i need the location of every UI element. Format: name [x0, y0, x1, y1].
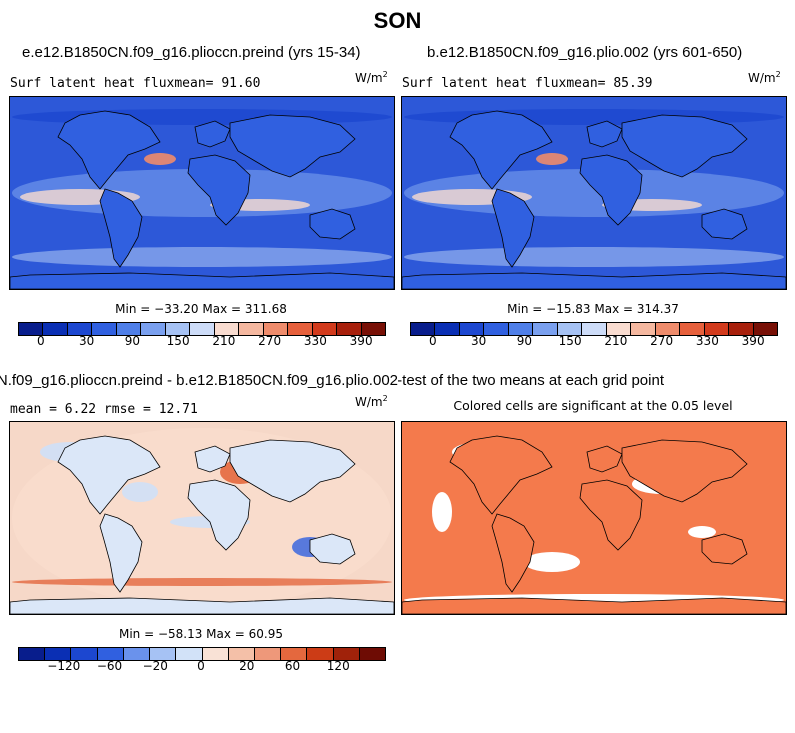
- panel-2-minmax: Min = −15.83 Max = 314.37: [507, 302, 679, 316]
- colorbar-box: [239, 323, 264, 335]
- panel-3-stat-line: mean = 6.22 rmse = 12.71: [10, 402, 198, 417]
- colorbar-box: [288, 323, 313, 335]
- panel-3-title: e.e12.B1850CN.f09_g16.plioccn.preind - b…: [0, 372, 398, 389]
- colorbar-tick-label: 150: [166, 334, 190, 348]
- colorbar-box: [435, 323, 460, 335]
- colorbar-box: [631, 323, 656, 335]
- panel-2-colorbar: [410, 322, 778, 336]
- colorbar-tick-label: 390: [741, 334, 765, 348]
- panel-2-stat-line: Surf latent heat fluxmean= 85.39: [402, 76, 653, 91]
- colorbar-box: [337, 323, 362, 335]
- colorbar-box: [214, 323, 240, 335]
- panel-3-minmax: Min = −58.13 Max = 60.95: [118, 627, 284, 641]
- colorbar-tick-label: 0: [197, 659, 205, 673]
- colorbar-box: [254, 648, 282, 660]
- colorbar-box: [92, 323, 117, 335]
- colorbar-box: [263, 323, 289, 335]
- panel-2-title: b.e12.B1850CN.f09_g16.plio.002 (yrs 601-…: [427, 44, 743, 61]
- colorbar-tick-label: −120: [47, 659, 81, 673]
- colorbar-box: [459, 323, 485, 335]
- colorbar-tick-label: 0: [37, 334, 45, 348]
- colorbar-box: [333, 648, 360, 660]
- panel-3-units: W/m2: [355, 394, 388, 409]
- colorbar-box: [97, 648, 124, 660]
- colorbar-box: [19, 323, 44, 335]
- colorbar-box: [190, 323, 215, 335]
- colorbar-box: [680, 323, 705, 335]
- colorbar-box: [67, 323, 93, 335]
- colorbar-box: [359, 648, 386, 660]
- colorbar-box: [704, 323, 730, 335]
- colorbar-box: [165, 323, 191, 335]
- panel-3-title-clip: e.e12.B1850CN.f09_g16.plioccn.preind - b…: [0, 370, 398, 390]
- panel-4-title: t-test of the two means at each grid poi…: [398, 372, 664, 389]
- panel-4-map: [401, 421, 787, 615]
- panel-2-units: W/m2: [748, 70, 781, 85]
- colorbar-tick-label: 90: [516, 334, 533, 348]
- colorbar-box: [508, 323, 534, 335]
- panel-1-units: W/m2: [355, 70, 388, 85]
- colorbar-tick-label: 270: [258, 334, 282, 348]
- colorbar-box: [361, 323, 386, 335]
- colorbar-box: [176, 648, 203, 660]
- colorbar-tick-label: 270: [650, 334, 674, 348]
- colorbar-box: [281, 648, 308, 660]
- colorbar-box: [116, 323, 142, 335]
- colorbar-box: [307, 648, 334, 660]
- figure-title: SON: [373, 8, 422, 33]
- colorbar-tick-label: 120: [326, 659, 350, 673]
- colorbar-tick-label: 210: [212, 334, 236, 348]
- colorbar-tick-label: 90: [124, 334, 141, 348]
- panel-4-stat-line: Colored cells are significant at the 0.0…: [453, 398, 733, 413]
- panel-1-map: [9, 96, 395, 290]
- colorbar-tick-label: 330: [303, 334, 327, 348]
- colorbar-tick-label: 330: [695, 334, 719, 348]
- colorbar-box: [729, 323, 754, 335]
- panel-3-colorbar: [18, 647, 386, 661]
- colorbar-box: [655, 323, 681, 335]
- panel-1-minmax: Min = −33.20 Max = 311.68: [115, 302, 287, 316]
- colorbar-box: [150, 648, 177, 660]
- colorbar-box: [557, 323, 583, 335]
- colorbar-box: [19, 648, 46, 660]
- panel-1-colorbar-ticks: 0 30 90 150 210 270 330 390: [18, 334, 384, 350]
- colorbar-tick-label: 60: [284, 659, 301, 673]
- colorbar-box: [45, 648, 72, 660]
- panel-1-stat-line: Surf latent heat fluxmean= 91.60: [10, 76, 261, 91]
- colorbar-box: [484, 323, 509, 335]
- colorbar-box: [411, 323, 436, 335]
- colorbar-tick-label: 150: [558, 334, 582, 348]
- colorbar-box: [533, 323, 558, 335]
- colorbar-box: [606, 323, 632, 335]
- panel-3-map: [9, 421, 395, 615]
- colorbar-tick-label: 390: [349, 334, 373, 348]
- colorbar-box: [582, 323, 607, 335]
- colorbar-box: [123, 648, 151, 660]
- colorbar-box: [71, 648, 98, 660]
- colorbar-box: [202, 648, 229, 660]
- colorbar-tick-label: −20: [142, 659, 168, 673]
- colorbar-tick-label: −60: [96, 659, 123, 673]
- colorbar-box: [43, 323, 68, 335]
- panel-2-map: [401, 96, 787, 290]
- colorbar-box: [141, 323, 166, 335]
- colorbar-tick-label: 20: [239, 659, 255, 673]
- colorbar-box: [228, 648, 255, 660]
- panel-1-title: e.e12.B1850CN.f09_g16.plioccn.preind (yr…: [22, 44, 361, 61]
- colorbar-tick-label: 210: [604, 334, 628, 348]
- panel-2-colorbar-ticks: 0 30 90 150 210 270 330 390: [410, 334, 776, 350]
- colorbar-tick-label: 0: [429, 334, 437, 348]
- colorbar-tick-label: 30: [78, 334, 95, 348]
- colorbar-tick-label: 30: [470, 334, 487, 348]
- panel-3-colorbar-ticks: −120 −60 −20 0 20 60 120: [18, 659, 384, 675]
- colorbar-box: [312, 323, 338, 335]
- colorbar-box: [753, 323, 778, 335]
- panel-1-colorbar: [18, 322, 386, 336]
